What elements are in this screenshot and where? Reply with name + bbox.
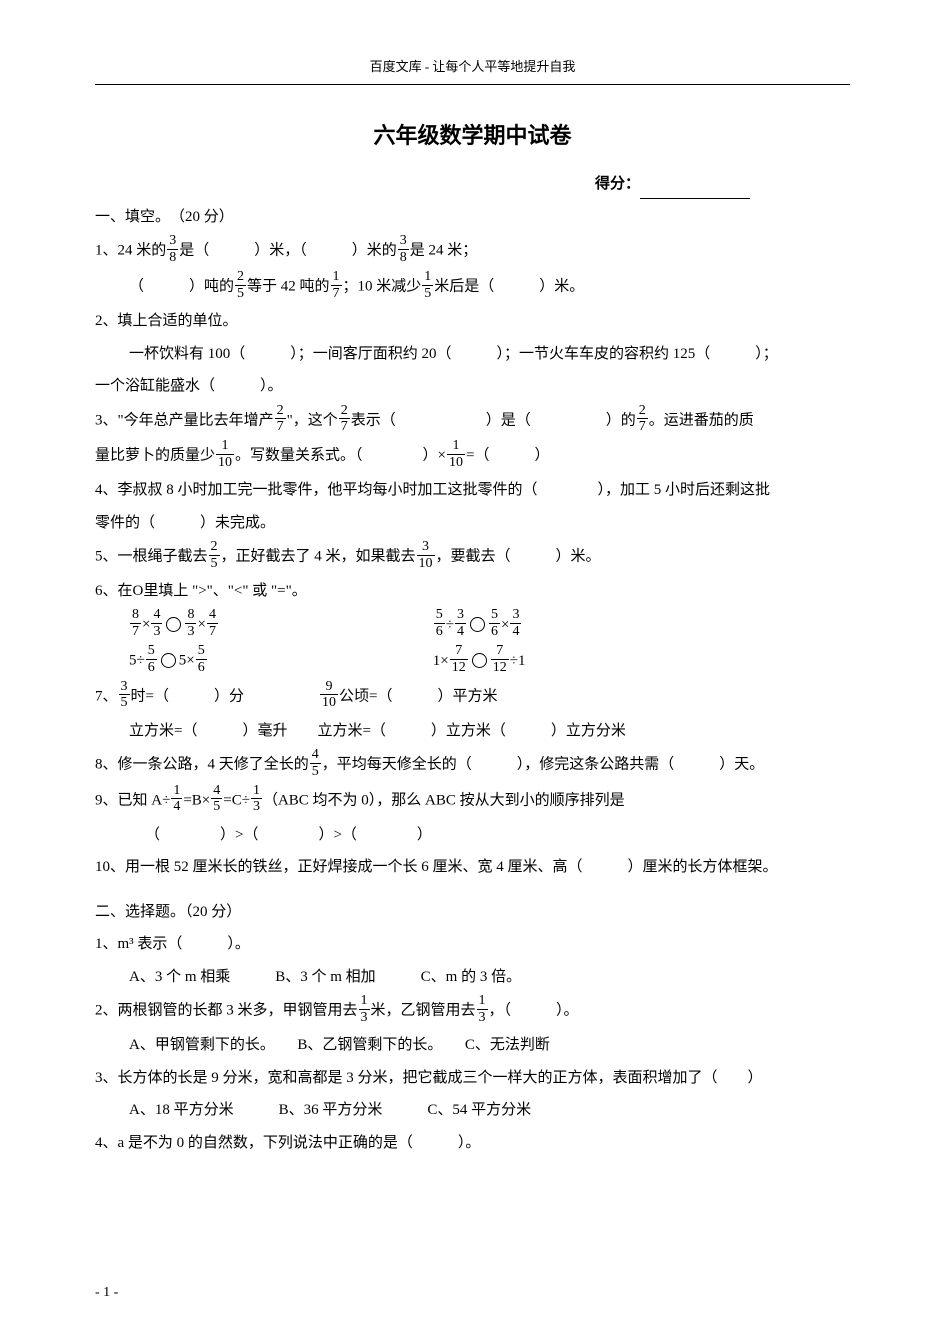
frac: 712 [491, 643, 509, 675]
q3-line2: 量比萝卜的质量少110。写数量关系式。（ ）×110=（ ） [95, 440, 850, 472]
q6-row1: 87×4383×47 56÷3456×34 [95, 609, 850, 641]
frac: 83 [185, 607, 196, 639]
frac: 34 [455, 607, 466, 639]
frac: 43 [151, 607, 162, 639]
q1-line2: （ ）吨的25等于 42 吨的17；10 米减少15米后是（ ）米。 [95, 271, 850, 303]
frac: 13 [251, 783, 262, 815]
s2q3-a: 3、长方体的长是 9 分米，宽和高都是 3 分米，把它截成三个一样大的正方体，表… [95, 1064, 850, 1093]
score-line: 得分： [95, 170, 850, 199]
frac: 110 [216, 438, 234, 470]
s2q4: 4、a 是不为 0 的自然数，下列说法中正确的是（ ）。 [95, 1129, 850, 1158]
frac: 45 [310, 747, 321, 779]
q1-line1: 1、24 米的38是（ ）米，（ ）米的38是 24 米； [95, 235, 850, 267]
frac: 45 [211, 783, 222, 815]
frac: 25 [235, 269, 246, 301]
q9-line2: （ ）>（ ）>（ ） [95, 821, 850, 850]
q9-line1: 9、已知 A÷14=B×45=C÷13（ABC 均不为 0），那么 ABC 按从… [95, 785, 850, 817]
q2-line2: 一杯饮料有 100（ ）；一间客厅面积约 20（ ）；一节火车车皮的容积约 12… [95, 340, 850, 369]
section-1-title: 一、填空。 （20 分） [95, 203, 850, 232]
s2q1-a: 1、m³ 表示（ ）。 [95, 930, 850, 959]
frac: 34 [510, 607, 521, 639]
frac: 712 [450, 643, 468, 675]
q2-line1: 2、填上合适的单位。 [95, 307, 850, 336]
section-1: 一、填空。 （20 分） 1、24 米的38是（ ）米，（ ）米的38是 24 … [95, 203, 850, 882]
q4-line2: 零件的（ ）未完成。 [95, 509, 850, 538]
frac: 87 [130, 607, 141, 639]
frac: 910 [320, 679, 338, 711]
frac: 35 [119, 679, 130, 711]
frac: 15 [422, 269, 433, 301]
section-2: 二、选择题。（20 分） 1、m³ 表示（ ）。 A、3 个 m 相乘 B、3 … [95, 898, 850, 1157]
score-label: 得分： [595, 176, 640, 192]
q5-line1: 5、一根绳子截去25，正好截去了 4 米，如果截去310，要截去（ ）米。 [95, 541, 850, 573]
frac: 47 [207, 607, 218, 639]
q6-title: 6、在O里填上 ">"、"<" 或 "="。 [95, 577, 850, 606]
frac: 56 [196, 643, 207, 675]
frac: 38 [167, 233, 178, 265]
frac: 56 [489, 607, 500, 639]
section-2-title: 二、选择题。（20 分） [95, 898, 850, 927]
s2q3-b: A、18 平方分米 B、36 平方分米 C、54 平方分米 [95, 1096, 850, 1125]
header-source: 百度文库 - 让每个人平等地提升自我 [95, 55, 850, 85]
compare-circle [161, 653, 176, 668]
q10-line: 10、用一根 52 厘米长的铁丝，正好焊接成一个长 6 厘米、宽 4 厘米、高（… [95, 853, 850, 882]
compare-circle [470, 617, 485, 632]
q7-line2: 立方米=（ ）毫升 立方米=（ ）立方米（ ）立方分米 [95, 717, 850, 746]
frac: 38 [398, 233, 409, 265]
s2q2-d: A、甲钢管剩下的长。 B、乙钢管剩下的长。 C、无法判断 [95, 1031, 850, 1060]
frac: 13 [477, 993, 488, 1025]
q4-line1: 4、李叔叔 8 小时加工完一批零件，他平均每小时加工这批零件的（ ），加工 5 … [95, 476, 850, 505]
q3-line1: 3、"今年总产量比去年增产27"，这个27表示（ ）是（ ）的27。运进番茄的质 [95, 405, 850, 437]
compare-circle [166, 617, 181, 632]
frac: 13 [359, 993, 370, 1025]
page-title: 六年级数学期中试卷 [95, 115, 850, 157]
frac: 14 [171, 783, 182, 815]
frac: 27 [339, 403, 350, 435]
q6-row2: 5÷565×56 1×712712÷1 [95, 645, 850, 677]
frac: 110 [447, 438, 465, 470]
compare-circle [472, 653, 487, 668]
s2q2-a: 2、两根钢管的长都 3 米多，甲钢管用去13米，乙钢管用去13，（ ）。 [95, 995, 850, 1027]
s2q1-b: A、3 个 m 相乘 B、3 个 m 相加 C、m 的 3 倍。 [95, 963, 850, 992]
frac: 27 [275, 403, 286, 435]
score-blank [640, 198, 750, 199]
frac: 17 [331, 269, 342, 301]
frac: 56 [434, 607, 445, 639]
frac: 27 [637, 403, 648, 435]
frac: 310 [417, 539, 435, 571]
q8-line: 8、修一条公路，4 天修了全长的45，平均每天修全长的（ ），修完这条公路共需（… [95, 749, 850, 781]
q2-line3: 一个浴缸能盛水（ ）。 [95, 372, 850, 401]
frac: 25 [209, 539, 220, 571]
page-number: - 1 - [95, 1280, 118, 1307]
q7-line1: 7、35时=（ ）分 910公顷=（ ）平方米 [95, 681, 850, 713]
frac: 56 [146, 643, 157, 675]
